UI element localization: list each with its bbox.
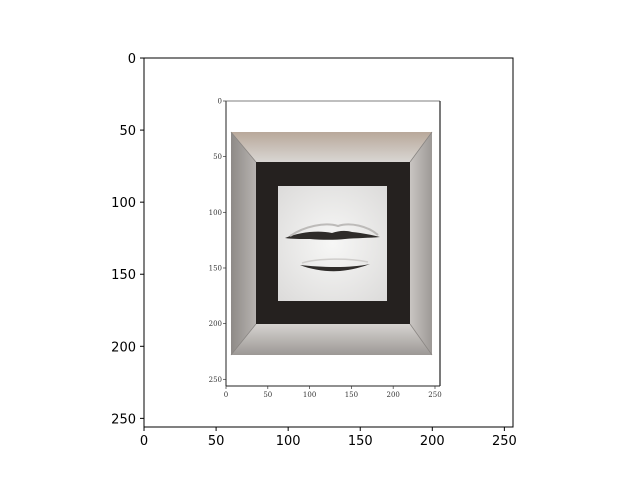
frame-left bbox=[231, 132, 256, 355]
frame-miter-tl bbox=[230, 131, 257, 163]
upper-lip-shade bbox=[289, 223, 379, 237]
inner-y-tick-label: 250 bbox=[209, 376, 222, 384]
x-tick-label: 100 bbox=[276, 434, 301, 449]
inner-x-tick-label: 100 bbox=[303, 391, 316, 399]
inner-y-tick-label: 0 bbox=[218, 98, 222, 106]
artwork bbox=[278, 186, 387, 301]
lips-drawing bbox=[285, 223, 380, 272]
x-tick-label: 50 bbox=[208, 434, 225, 449]
inner-x-tick-label: 150 bbox=[345, 391, 358, 399]
inner-x-tick-label: 0 bbox=[224, 391, 228, 399]
inner-x-tick-label: 250 bbox=[428, 391, 441, 399]
lower-lip-shade bbox=[301, 258, 369, 264]
x-tick-label: 150 bbox=[348, 434, 373, 449]
x-tick-label: 200 bbox=[420, 434, 445, 449]
frame-top bbox=[231, 132, 432, 162]
inner-y-tick-label: 150 bbox=[209, 264, 222, 272]
y-tick-label: 50 bbox=[119, 124, 136, 139]
inner-y-tick-label: 200 bbox=[209, 320, 222, 328]
frame-bottom bbox=[231, 324, 432, 355]
lower-lip bbox=[300, 264, 370, 272]
y-tick-label: 250 bbox=[111, 412, 136, 427]
inner-x-tick-label: 200 bbox=[387, 391, 400, 399]
inner-x-tick-label: 50 bbox=[263, 391, 272, 399]
inner-y-tick-label: 100 bbox=[209, 209, 222, 217]
x-tick-label: 250 bbox=[492, 434, 517, 449]
x-tick-label: 0 bbox=[140, 434, 148, 449]
axes-frame bbox=[143, 57, 514, 428]
frame-miter-br bbox=[409, 323, 433, 356]
frame-miter-bl bbox=[230, 323, 257, 356]
inner-y-tick-label: 50 bbox=[213, 153, 222, 161]
y-tick-label: 100 bbox=[111, 196, 136, 211]
y-tick-label: 200 bbox=[111, 340, 136, 355]
frame-right bbox=[410, 132, 432, 355]
frame-miter-tr bbox=[409, 131, 433, 163]
y-tick-label: 150 bbox=[111, 268, 136, 283]
y-tick-label: 0 bbox=[128, 52, 136, 67]
upper-lip bbox=[285, 230, 380, 240]
